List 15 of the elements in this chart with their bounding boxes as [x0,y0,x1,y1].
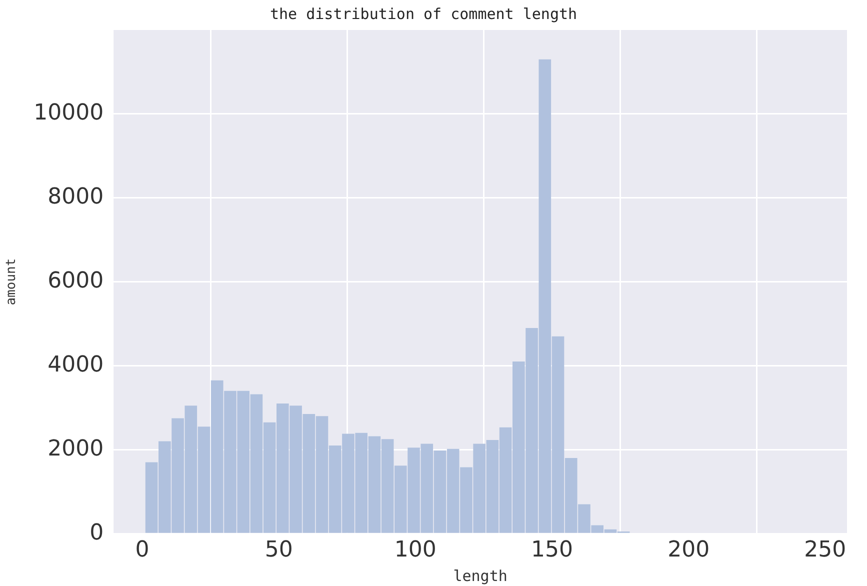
x-tick-label: 100 [394,538,436,563]
y-tick-label: 10000 [34,100,104,126]
x-axis-title: length [453,566,508,585]
x-tick-label: 0 [135,538,150,563]
y-tick-label: 0 [90,520,104,546]
y-tick-label: 4000 [48,352,104,378]
x-tick-label: 150 [530,538,573,563]
y-tick-label: 2000 [48,436,104,462]
y-tick-label: 6000 [48,268,104,294]
y-tick-label: 8000 [48,184,104,210]
x-tick-label: 200 [668,538,710,563]
x-tick-label: 250 [804,538,846,563]
y-axis-title: amount [4,258,20,306]
x-tick-label: 50 [264,538,293,563]
chart-title: the distribution of comment length [270,4,578,23]
